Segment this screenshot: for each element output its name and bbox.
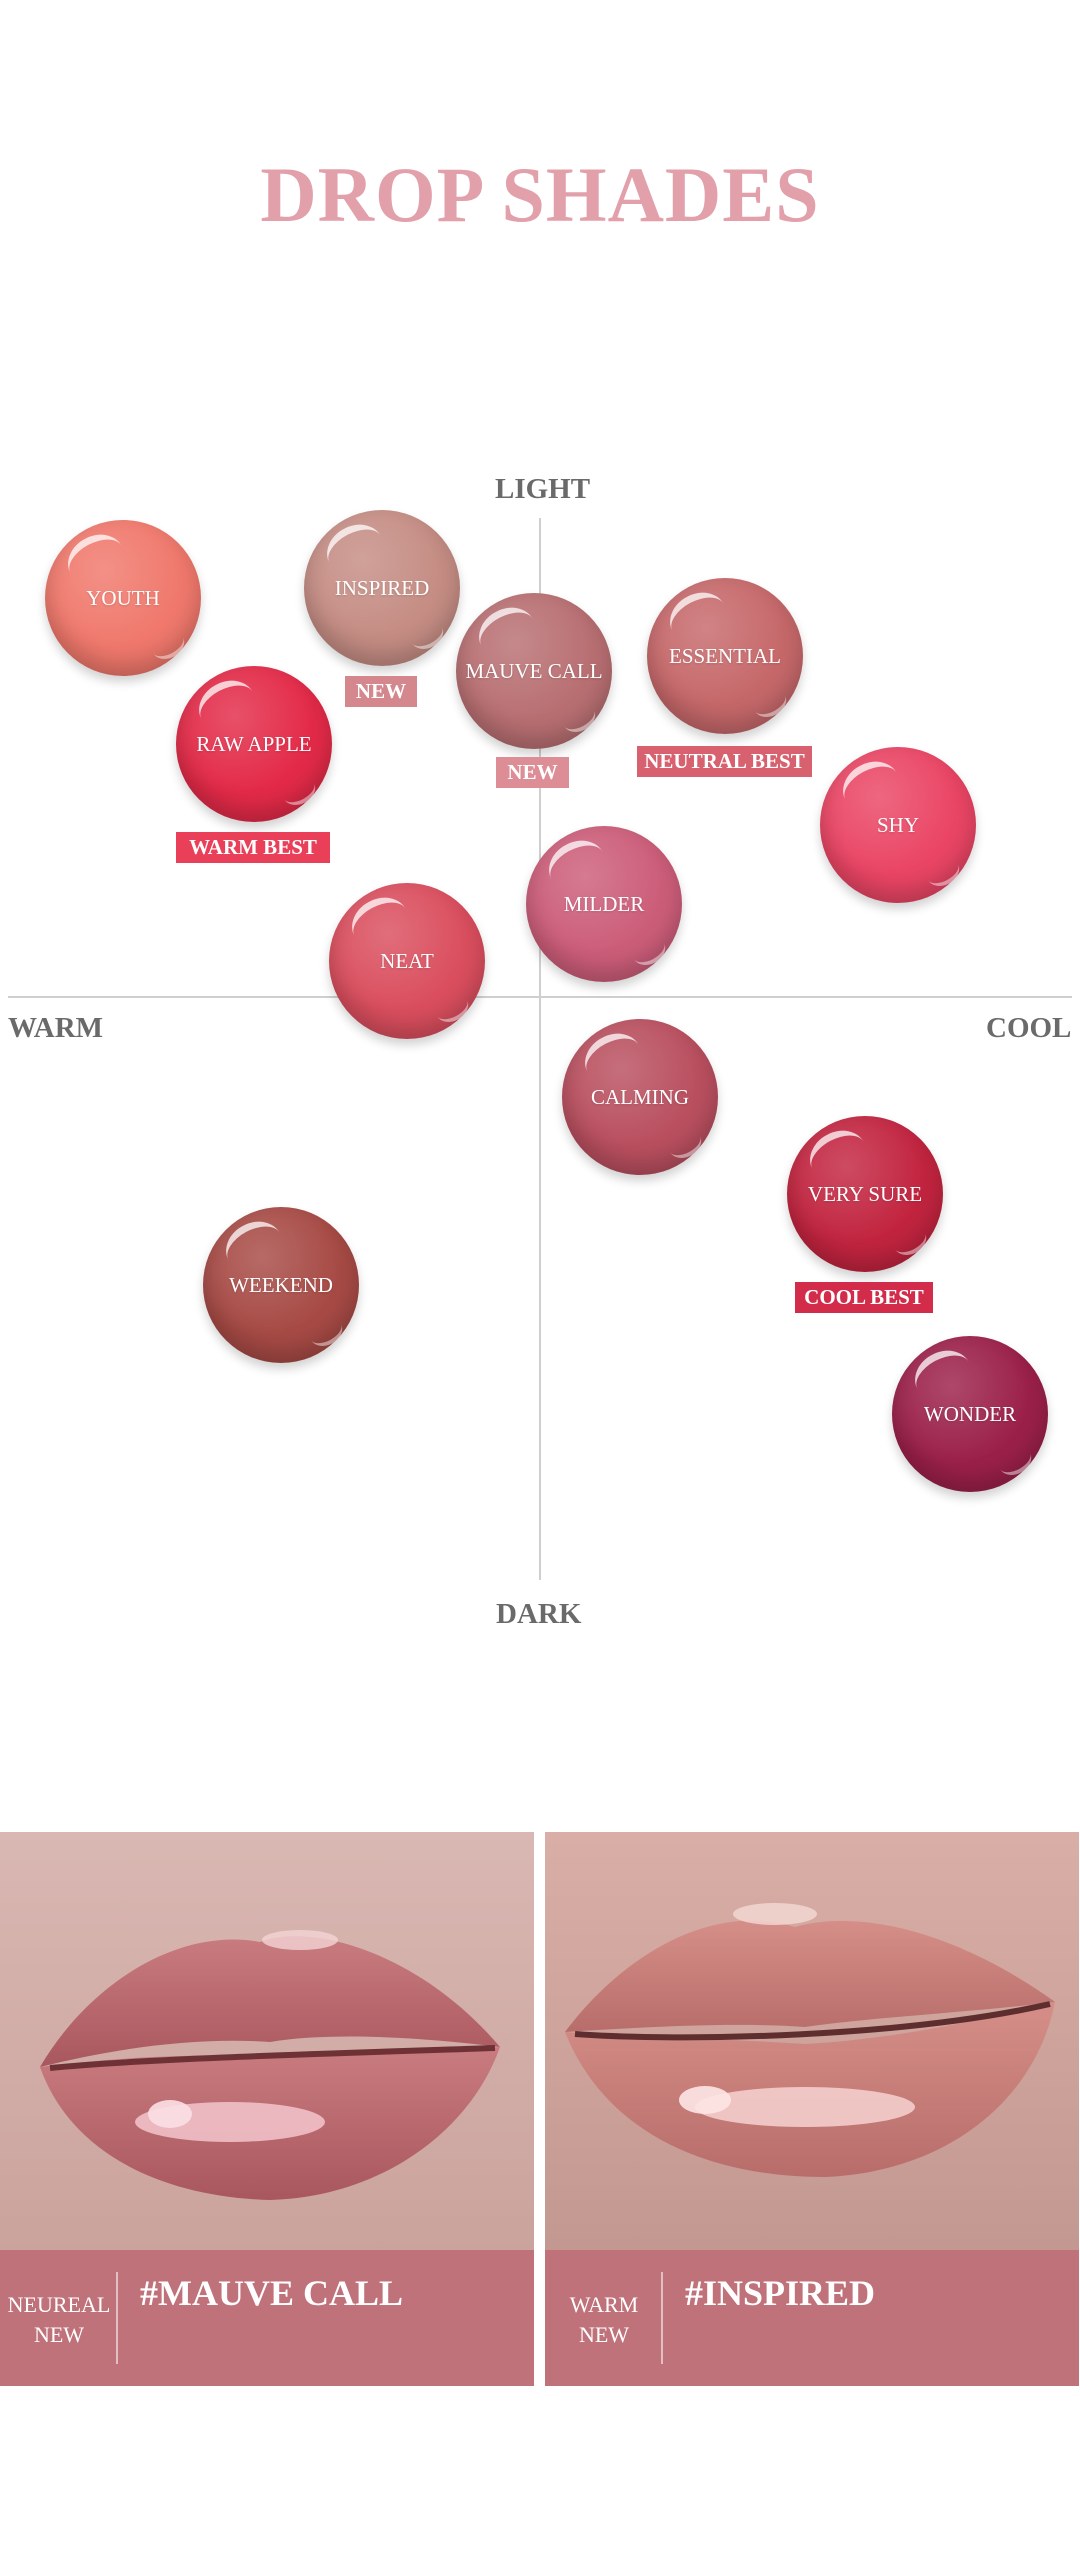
shade-swatch-shy[interactable]: SHY	[820, 747, 976, 903]
shade-swatch-calming[interactable]: CALMING	[562, 1019, 718, 1175]
badge-warm-best: WARM BEST	[176, 832, 330, 863]
badge-new-mauve-call: NEW	[496, 757, 569, 788]
lips-illustration	[0, 1832, 534, 2250]
shade-name: CALMING	[591, 1084, 689, 1109]
lip-photo-mauve-call	[0, 1832, 534, 2250]
badge-new-inspired: NEW	[345, 676, 417, 707]
shade-name: MILDER	[563, 891, 645, 916]
caption-bar-inspired: WARM NEW #INSPIRED	[545, 2250, 1079, 2386]
shade-swatch-milder[interactable]: MILDER	[526, 826, 682, 982]
shade-name: SHY	[876, 812, 919, 837]
vertical-axis	[539, 518, 541, 1580]
tone-label: WARM NEW	[545, 2290, 663, 2350]
caption-bar-mauve-call: NEUREAL NEW #MAUVE CALL	[0, 2250, 534, 2386]
shade-name: WEEKEND	[229, 1272, 333, 1297]
tone-line-1: NEUREAL	[7, 2292, 111, 2317]
shade-swatch-wonder[interactable]: WONDER	[892, 1336, 1048, 1492]
badge-cool-best: COOL BEST	[795, 1282, 933, 1313]
shade-name: INSPIRED	[334, 575, 430, 600]
caption-divider	[661, 2272, 663, 2364]
axis-label-warm: WARM	[8, 1012, 104, 1044]
axis-label-cool: COOL	[986, 1012, 1072, 1044]
tone-line-1: WARM	[569, 2292, 639, 2317]
shade-name: VERY SURE	[807, 1181, 923, 1206]
shade-swatch-weekend[interactable]: WEEKEND	[203, 1207, 359, 1363]
shade-swatch-inspired[interactable]: INSPIRED	[304, 510, 460, 666]
badge-neutral-best: NEUTRAL BEST	[637, 746, 812, 777]
axis-label-light: LIGHT	[495, 473, 591, 505]
shade-name: MAUVE CALL	[465, 658, 603, 683]
lip-photo-inspired	[545, 1832, 1079, 2250]
tone-line-2: NEW	[33, 2322, 85, 2347]
axis-label-dark: DARK	[496, 1598, 582, 1630]
horizontal-axis	[8, 996, 1072, 998]
shade-name: ESSENTIAL	[669, 643, 781, 668]
shade-swatch-raw-apple[interactable]: RAW APPLE	[176, 666, 332, 822]
shade-swatch-youth[interactable]: YOUTH	[45, 520, 201, 676]
shade-name: WONDER	[923, 1401, 1017, 1426]
page-title: DROP SHADES	[260, 151, 820, 238]
tone-label: NEUREAL NEW	[0, 2290, 118, 2350]
shade-name: RAW APPLE	[196, 731, 312, 756]
lips-illustration	[545, 1832, 1079, 2250]
caption-divider	[116, 2272, 118, 2364]
shade-swatch-neat[interactable]: NEAT	[329, 883, 485, 1039]
shade-hashtag: #INSPIRED	[685, 2273, 876, 2313]
shade-swatch-very-sure[interactable]: VERY SURE	[787, 1116, 943, 1272]
tone-line-2: NEW	[578, 2322, 630, 2347]
shade-name: NEAT	[380, 948, 434, 973]
shade-hashtag: #MAUVE CALL	[140, 2273, 404, 2313]
shade-swatch-essential[interactable]: ESSENTIAL	[647, 578, 803, 734]
shade-swatch-mauve-call[interactable]: MAUVE CALL	[456, 593, 612, 749]
shade-name: YOUTH	[86, 585, 160, 610]
